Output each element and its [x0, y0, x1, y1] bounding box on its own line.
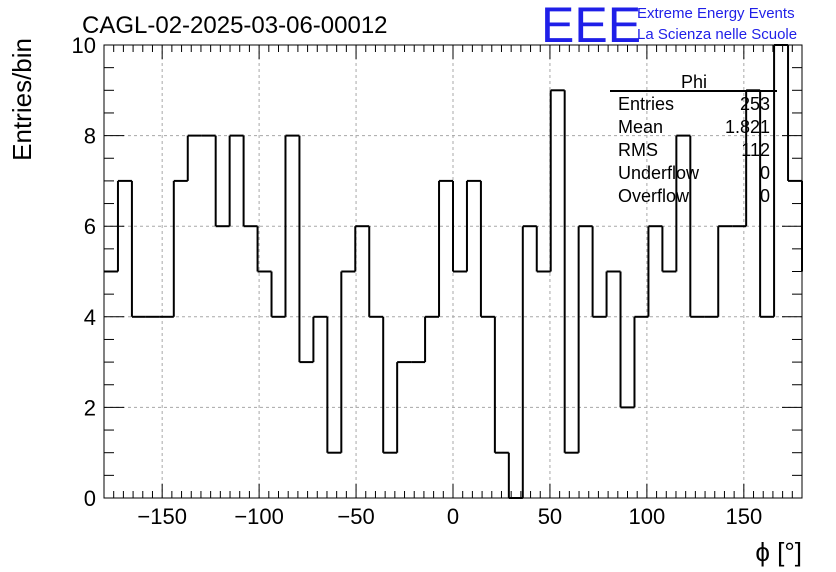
- eee-logo: EEE Extreme Energy Events La Scienza nel…: [541, 0, 797, 53]
- x-tick-label: 100: [629, 504, 666, 529]
- stats-row-value: 0: [760, 186, 770, 206]
- x-tick-label: 150: [725, 504, 762, 529]
- x-tick-label: −50: [337, 504, 374, 529]
- x-tick-label: 50: [538, 504, 562, 529]
- stats-box: Phi Entries 253 Mean 1.821 RMS 112 Underflow 0 Ov…: [610, 72, 777, 206]
- stats-row-value: 0: [760, 163, 770, 183]
- stats-row-label: Entries: [618, 94, 674, 114]
- stats-row-label: RMS: [618, 140, 658, 160]
- stats-row-label: Mean: [618, 117, 663, 137]
- y-tick-label: 8: [84, 124, 96, 149]
- chart-title: CAGL-02-2025-03-06-00012: [82, 12, 388, 39]
- logo-line-2: La Scienza nelle Scuole: [637, 26, 797, 43]
- y-tick-label: 0: [84, 486, 96, 511]
- y-tick-label: 6: [84, 214, 96, 239]
- stats-row-value: 1.821: [725, 117, 770, 137]
- x-axis-label: ϕ [°]: [755, 537, 802, 567]
- y-axis-label: Entries/bin: [7, 38, 37, 161]
- x-tick-label: −100: [234, 504, 284, 529]
- stats-box-title: Phi: [681, 72, 707, 92]
- stats-row-value: 253: [740, 94, 770, 114]
- stats-row-label: Overflow: [618, 186, 690, 206]
- x-tick-label: −150: [137, 504, 187, 529]
- y-tick-label: 10: [72, 33, 96, 58]
- tick-labels: −150 −100 −50 0 50 100 150 0 2 4 6 8 10: [72, 33, 763, 529]
- logo-line-1: Extreme Energy Events: [637, 5, 795, 22]
- stats-row-value: 112: [741, 140, 770, 160]
- axis-ticks: [104, 44, 802, 499]
- y-tick-label: 4: [84, 305, 96, 330]
- y-tick-label: 2: [84, 395, 96, 420]
- histogram-series: [104, 44, 803, 499]
- stats-row-label: Underflow: [618, 163, 700, 183]
- x-tick-label: 0: [447, 504, 459, 529]
- eee-logo-mark: EEE: [541, 0, 641, 53]
